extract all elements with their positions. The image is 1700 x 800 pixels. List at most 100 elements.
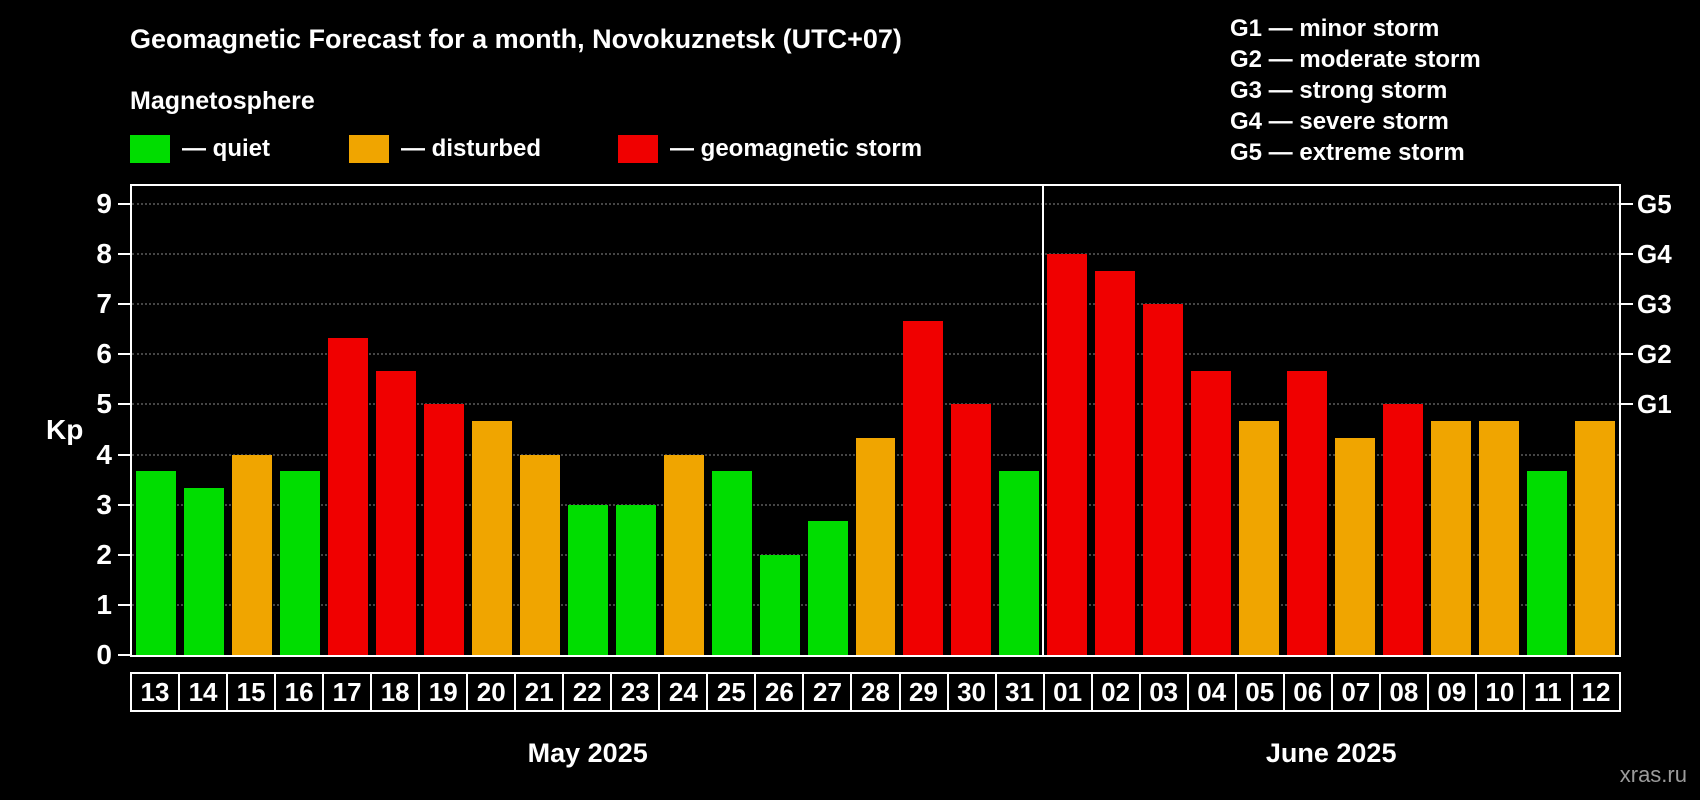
- kp-bar-16: [279, 471, 320, 655]
- date-label-09: 09: [1426, 674, 1475, 710]
- date-label-19: 19: [418, 674, 466, 710]
- date-label-26: 26: [754, 674, 802, 710]
- kp-bar-21: [519, 454, 560, 655]
- date-label-13: 13: [140, 677, 170, 707]
- date-label-03: 03: [1138, 674, 1187, 710]
- month-label: June 2025: [1265, 738, 1397, 768]
- storm-scale-item: G1 — minor storm: [1230, 15, 1440, 42]
- kp-bar-17: [327, 337, 368, 655]
- y-axis-label: 7: [96, 288, 112, 320]
- kp-bar-03: [1143, 304, 1184, 655]
- kp-bar-26: [759, 554, 800, 655]
- kp-bar-12: [1575, 420, 1615, 655]
- kp-bar-24: [663, 454, 704, 655]
- magnetosphere-label: Magnetosphere: [130, 87, 315, 115]
- date-label-28: 28: [850, 674, 898, 710]
- kp-bar-20: [471, 420, 512, 655]
- month-label: May 2025: [527, 738, 648, 768]
- date-axis: 13 14 15 16 17 18 19 20 21 22 23 24 25 26 27 28 29 30 31 01…: [130, 672, 1621, 712]
- y-axis-title: Kp: [46, 414, 84, 445]
- y-axis-label: 1: [96, 588, 112, 620]
- disturbed-legend-label: — disturbed: [401, 135, 542, 162]
- kp-bar-23: [615, 504, 656, 655]
- y-axis-label: 0: [96, 639, 112, 670]
- kp-bar-18: [375, 370, 416, 655]
- kp-bar-02: [1095, 270, 1136, 655]
- y-axis-tick: [118, 403, 130, 406]
- watermark: xras.ru: [1619, 762, 1687, 787]
- kp-bar-31: [999, 471, 1040, 655]
- month-separator: [1042, 186, 1045, 655]
- date-label-08: 08: [1378, 674, 1427, 710]
- storm-scale-item: G2 — moderate storm: [1230, 46, 1481, 73]
- date-label-24: 24: [658, 674, 706, 710]
- kp-bar-27: [807, 521, 848, 655]
- kp-bar-11: [1527, 471, 1568, 655]
- date-label-11: 11: [1522, 674, 1571, 710]
- date-label-15: 15: [226, 674, 274, 710]
- y-axis-tick: [118, 353, 130, 356]
- kp-bar-15: [231, 454, 272, 655]
- kp-bar-10: [1479, 420, 1520, 655]
- y-axis-tick: [118, 503, 130, 506]
- y-axis-label: 3: [96, 488, 112, 520]
- y-axis-tick: [118, 553, 130, 556]
- date-label-06: 06: [1282, 674, 1331, 710]
- kp-bar-05: [1239, 420, 1280, 655]
- kp-bar-06: [1287, 370, 1328, 655]
- y-axis-label: 6: [96, 338, 112, 370]
- y-axis-tick: [118, 203, 130, 205]
- g-axis-tick: [1621, 403, 1633, 406]
- gridline-kp-8: [132, 253, 1619, 256]
- quiet-legend-label: — quiet: [182, 135, 270, 162]
- kp-bar-22: [567, 504, 608, 655]
- storm-scale-item: G4 — severe storm: [1230, 108, 1449, 135]
- disturbed-color-swatch: [349, 135, 389, 163]
- storm-color-swatch: [618, 135, 658, 163]
- date-label-20: 20: [466, 674, 514, 710]
- y-axis-tick: [118, 654, 130, 656]
- date-label-29: 29: [898, 674, 947, 710]
- g-axis-tick: [1621, 203, 1633, 205]
- y-axis-tick: [118, 453, 130, 456]
- date-label-10: 10: [1474, 674, 1523, 710]
- plot-area: [130, 184, 1621, 657]
- gridline-kp-5: [132, 403, 1619, 406]
- kp-bar-07: [1335, 438, 1376, 655]
- date-label-27: 27: [802, 674, 850, 710]
- date-label-12: 12: [1570, 674, 1619, 710]
- storm-scale-item: G3 — strong storm: [1230, 77, 1448, 104]
- y-axis-tick: [118, 603, 130, 606]
- y-axis-tick: [118, 253, 130, 256]
- page-title: Geomagnetic Forecast for a month, Novoku…: [130, 24, 902, 54]
- date-label-02: 02: [1090, 674, 1139, 710]
- kp-bar-29: [903, 320, 944, 655]
- kp-bar-14: [183, 488, 224, 655]
- kp-bar-04: [1191, 370, 1232, 655]
- date-label-01: 01: [1042, 674, 1091, 710]
- gridline-kp-6: [132, 353, 1619, 356]
- g-axis-label-G5: G5: [1637, 189, 1672, 219]
- g-axis-tick: [1621, 253, 1633, 256]
- y-axis-label: 5: [96, 388, 112, 420]
- date-label-16: 16: [274, 674, 322, 710]
- y-axis-label: 8: [96, 238, 112, 270]
- y-axis-label: 2: [96, 538, 112, 570]
- gridline-kp-7: [132, 303, 1619, 306]
- kp-bar-09: [1431, 420, 1472, 655]
- date-label-05: 05: [1234, 674, 1283, 710]
- kp-bar-19: [423, 404, 464, 655]
- date-label-07: 07: [1330, 674, 1379, 710]
- g-axis-label-G2: G2: [1637, 339, 1672, 370]
- quiet-color-swatch: [130, 135, 170, 163]
- storm-scale-legend: G1 — minor storm G2 — moderate storm G3 — …: [1230, 13, 1481, 168]
- date-label-14: 14: [178, 674, 226, 710]
- date-label-30: 30: [946, 674, 995, 710]
- kp-bar-28: [855, 438, 896, 655]
- kp-bar-08: [1383, 404, 1424, 655]
- g-axis-label-G1: G1: [1637, 389, 1672, 420]
- g-axis-tick: [1621, 353, 1633, 356]
- kp-bar-13: [136, 471, 176, 655]
- storm-scale-item: G5 — extreme storm: [1230, 139, 1465, 166]
